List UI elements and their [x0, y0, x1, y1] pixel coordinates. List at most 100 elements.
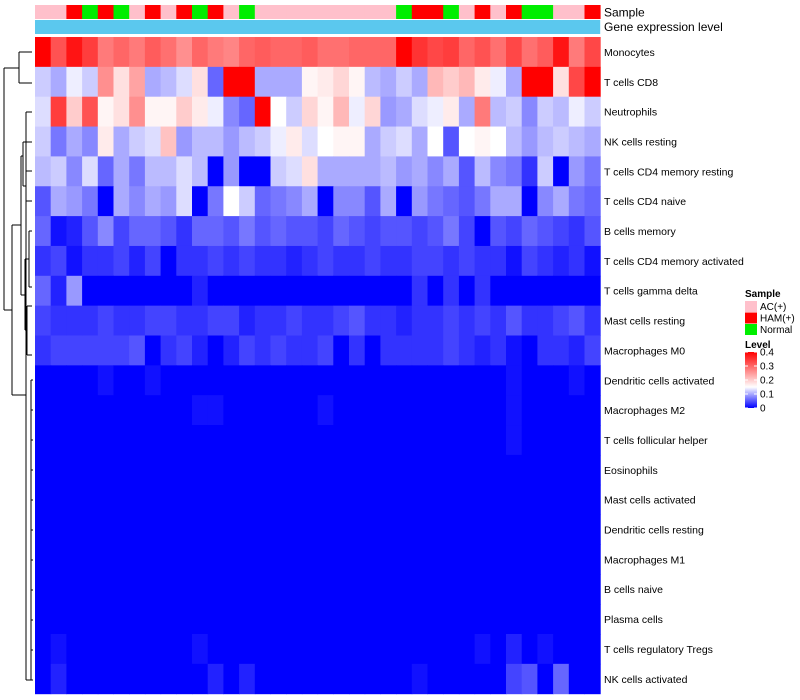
- heatmap-cell: [50, 275, 67, 307]
- heatmap-cell: [427, 305, 444, 336]
- heatmap-cell: [553, 216, 570, 247]
- heatmap-cell: [113, 37, 130, 68]
- heatmap-cell: [176, 305, 193, 336]
- heatmap-cell: [443, 37, 460, 68]
- heatmap-cell: [584, 365, 601, 396]
- row-label: Macrophages M0: [604, 345, 685, 357]
- heatmap-cell: [349, 574, 366, 605]
- sample-cell: [66, 5, 83, 19]
- row-label: Macrophages M1: [604, 554, 685, 566]
- heatmap-cell: [349, 454, 366, 486]
- row-label: NK cells resting: [604, 137, 677, 149]
- heatmap-cell: [192, 454, 209, 486]
- heatmap-cell: [521, 663, 538, 695]
- heatmap-cell: [301, 484, 319, 516]
- heatmap-cell: [521, 395, 538, 426]
- heatmap-cell: [207, 544, 224, 575]
- heatmap-cell: [474, 484, 491, 516]
- heatmap-cell: [286, 484, 303, 516]
- level-legend: Level 0.4 0.3 0.2 0.1 0: [745, 340, 774, 415]
- sample-cell: [411, 5, 428, 19]
- heatmap-cell: [35, 126, 52, 157]
- heatmap-cell: [537, 305, 554, 336]
- heatmap-cell: [490, 574, 507, 605]
- heatmap-cell: [443, 544, 460, 575]
- heatmap-cell: [490, 634, 507, 665]
- level-legend-title: Level: [745, 340, 771, 351]
- heatmap-cell: [490, 275, 507, 307]
- heatmap-cell: [97, 484, 114, 516]
- heatmap-cell: [506, 663, 523, 695]
- heatmap-cell: [113, 365, 130, 396]
- heatmap-cell: [286, 544, 303, 575]
- heatmap-cell: [113, 604, 130, 635]
- sample-cell: [270, 5, 287, 19]
- heatmap-cell: [223, 634, 240, 665]
- row-label: T cells CD4 naive: [604, 196, 686, 208]
- heatmap-cell: [537, 574, 554, 605]
- heatmap-cell: [584, 156, 601, 187]
- heatmap-cell: [349, 663, 366, 695]
- heatmap-cell: [490, 186, 507, 217]
- heatmap-cell: [207, 37, 224, 68]
- heatmap-cell: [380, 663, 397, 695]
- row-label: B cells memory: [604, 226, 677, 238]
- heatmap-cell: [301, 216, 319, 247]
- heatmap-cell: [506, 245, 523, 277]
- heatmap-cell: [50, 604, 67, 635]
- heatmap-cell: [66, 245, 83, 277]
- heatmap-cell: [144, 305, 162, 336]
- heatmap-cell: [458, 544, 476, 575]
- heatmap-cell: [82, 156, 99, 187]
- heatmap-cell: [333, 275, 350, 307]
- heatmap-cell: [144, 126, 162, 157]
- heatmap-cell: [286, 425, 303, 456]
- heatmap-cell: [506, 395, 523, 426]
- heatmap-cell: [364, 305, 381, 336]
- heatmap-cell: [97, 454, 114, 486]
- heatmap-cell: [396, 425, 413, 456]
- heatmap-cell: [129, 484, 146, 516]
- heatmap-cell: [317, 544, 334, 575]
- heatmap-cell: [129, 574, 146, 605]
- heatmap-cell: [97, 604, 114, 635]
- heatmap-cell: [113, 126, 130, 157]
- heatmap-cell: [411, 37, 428, 68]
- heatmap-cell: [207, 574, 224, 605]
- heatmap-cell: [223, 216, 240, 247]
- heatmap-cell: [537, 216, 554, 247]
- sample-cell: [521, 5, 538, 19]
- heatmap-cell: [82, 66, 99, 98]
- heatmap-cell: [286, 395, 303, 426]
- heatmap-cell: [380, 66, 397, 98]
- heatmap-cell: [427, 216, 444, 247]
- heatmap-cell: [192, 156, 209, 187]
- heatmap-cell: [349, 96, 366, 128]
- heatmap-cell: [506, 66, 523, 98]
- heatmap-cell: [223, 663, 240, 695]
- heatmap-cell: [537, 335, 554, 366]
- heatmap-cell: [35, 186, 52, 217]
- heatmap-cell: [474, 216, 491, 247]
- row-label: Dendritic cells activated: [604, 375, 714, 387]
- heatmap-cell: [396, 96, 413, 128]
- heatmap-cell: [349, 305, 366, 336]
- heatmap-cell: [35, 275, 52, 307]
- heatmap-cell: [207, 335, 224, 366]
- heatmap-cell: [270, 454, 287, 486]
- heatmap-cell: [568, 186, 585, 217]
- heatmap-cell: [286, 305, 303, 336]
- heatmap-cell: [129, 335, 146, 366]
- gene-expression-level-label: Gene expression level: [604, 20, 723, 34]
- heatmap-cell: [207, 663, 224, 695]
- heatmap-cell: [239, 66, 256, 98]
- heatmap-cell: [537, 96, 554, 128]
- heatmap-cell: [333, 604, 350, 635]
- heatmap-cell: [97, 186, 114, 217]
- sample-cell: [474, 5, 491, 19]
- sample-cell: [35, 5, 52, 19]
- heatmap-cell: [192, 574, 209, 605]
- heatmap-cell: [584, 305, 601, 336]
- heatmap-cell: [207, 634, 224, 665]
- heatmap-cell: [160, 96, 177, 128]
